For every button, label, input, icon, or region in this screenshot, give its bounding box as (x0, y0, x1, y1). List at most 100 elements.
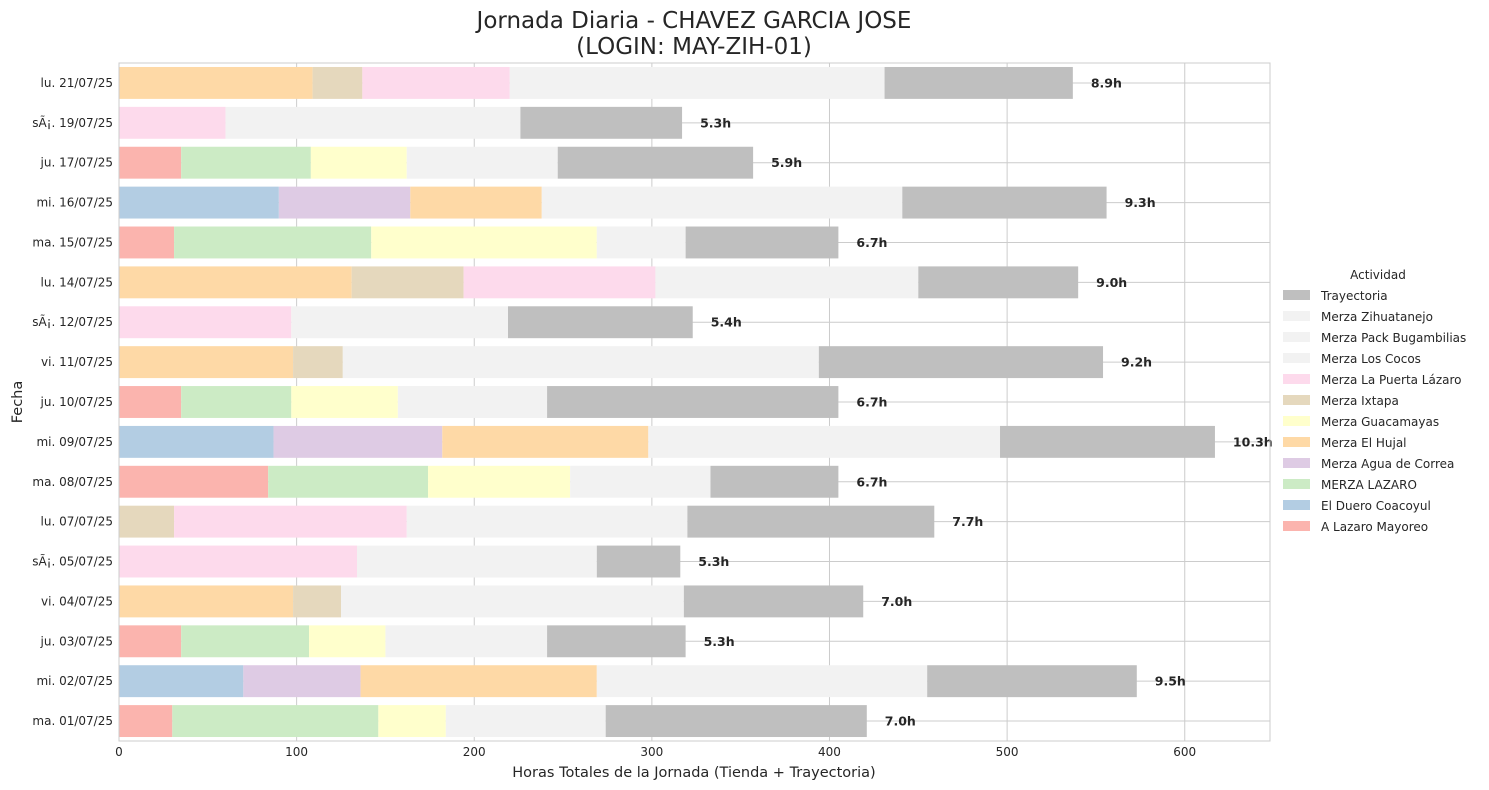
bar-segment (557, 146, 754, 179)
total-label: 6.7h (856, 235, 887, 250)
bar-segment (655, 266, 919, 299)
bar-segment (385, 625, 548, 658)
bar-segment (397, 386, 548, 418)
bar-segment (181, 146, 311, 179)
bar-segment (119, 545, 358, 578)
legend-swatch (1283, 353, 1310, 363)
bar-segment (119, 585, 294, 618)
total-label: 5.4h (711, 315, 742, 330)
bar-segment (463, 266, 656, 299)
total-label: 7.0h (885, 714, 916, 729)
total-label: 5.3h (704, 634, 735, 649)
y-tick-label: mi. 09/07/25 (36, 435, 113, 449)
bar-segment (547, 386, 839, 418)
legend-label: A Lazaro Mayoreo (1321, 520, 1428, 534)
bar-segment (378, 705, 446, 738)
total-label: 9.3h (1125, 195, 1156, 210)
total-label: 8.9h (1091, 75, 1122, 90)
y-tick-label: ma. 01/07/25 (32, 714, 113, 728)
y-tick-label: sÃ¡. 12/07/25 (32, 314, 113, 329)
bar-segment (174, 505, 407, 538)
bar-segment (927, 665, 1137, 698)
bar-segment (918, 266, 1079, 299)
bar-segment (596, 226, 686, 259)
bar-segment (351, 266, 464, 299)
bar-segment (1000, 425, 1215, 458)
x-axis-label: Horas Totales de la Jornada (Tienda + Tr… (512, 765, 875, 781)
bar-segment (596, 545, 681, 578)
total-label: 6.7h (856, 474, 887, 489)
bar-segment (309, 625, 386, 658)
bar-segment (119, 505, 175, 538)
legend-swatch (1283, 311, 1310, 321)
legend-label: Merza Ixtapa (1321, 394, 1399, 408)
bar-segment (293, 346, 343, 379)
y-tick-label: ju. 03/07/25 (40, 634, 113, 648)
y-tick-label: lu. 21/07/25 (41, 76, 113, 90)
y-axis-label: Fecha (10, 381, 26, 424)
bar-segment (119, 66, 313, 99)
plot-frame (118, 62, 1271, 742)
bar-segment (547, 625, 686, 658)
legend-label: Merza Pack Bugambilias (1321, 331, 1466, 345)
bar-segment (685, 226, 839, 259)
total-label: 5.9h (771, 155, 802, 170)
total-label: 10.3h (1233, 434, 1273, 449)
legend-swatch (1283, 458, 1310, 468)
bar-segment (181, 386, 292, 418)
bar-segment (362, 66, 510, 99)
legend-label: Merza Los Cocos (1321, 352, 1421, 366)
bar-segment (119, 665, 244, 698)
bar-segment (442, 425, 649, 458)
legend-swatch (1283, 290, 1310, 300)
legend-swatch (1283, 416, 1310, 426)
bar-segment (225, 106, 521, 139)
bar-segment (406, 505, 688, 538)
bar-segment (119, 386, 182, 418)
x-tick-label: 600 (1173, 745, 1196, 759)
bar-segment (445, 705, 606, 738)
bar-segment (710, 465, 839, 498)
legend-label: Merza El Hujal (1321, 436, 1407, 450)
bar-segment (119, 106, 226, 139)
bar-segment (341, 585, 684, 618)
bar-segment (172, 705, 379, 738)
chart-title: Jornada Diaria - CHAVEZ GARCIA JOSE (475, 8, 912, 34)
bar-segment (605, 705, 867, 738)
bar-segment (243, 665, 361, 698)
bar-segment (410, 186, 542, 219)
y-tick-label: mi. 16/07/25 (36, 196, 113, 210)
bar-segment (273, 425, 443, 458)
bar-segment (119, 266, 352, 299)
legend-swatch (1283, 437, 1310, 447)
y-tick-label: sÃ¡. 05/07/25 (32, 554, 113, 569)
legend-swatch (1283, 500, 1310, 510)
bar-segment (687, 505, 935, 538)
y-tick-label: vi. 04/07/25 (41, 594, 113, 608)
bar-segment (507, 306, 693, 339)
bar-segment (293, 585, 342, 618)
x-tick-label: 300 (640, 745, 663, 759)
legend-swatch (1283, 521, 1310, 531)
y-tick-label: lu. 14/07/25 (41, 275, 113, 289)
totals-layer: 7.0h 9.5h 5.3h 7.0h 5.3h 7.7h 6.7h 10.3h 6.7h 9.2… (698, 75, 1272, 728)
bar-segment (119, 705, 173, 738)
bar-segment (119, 146, 182, 179)
legend-label: Trayectoria (1320, 289, 1388, 303)
bar-segment (357, 545, 597, 578)
y-tick-label: ma. 15/07/25 (32, 235, 113, 249)
bar-segment (119, 186, 279, 219)
y-tick-label: lu. 07/07/25 (41, 515, 113, 529)
bar-segment (541, 186, 903, 219)
total-label: 9.5h (1155, 674, 1186, 689)
total-label: 5.3h (700, 115, 731, 130)
legend-label: Merza La Puerta Lázaro (1321, 373, 1462, 387)
bar-segment (181, 625, 310, 658)
total-label: 7.0h (881, 594, 912, 609)
x-tick-label: 400 (818, 745, 841, 759)
bar-segment (428, 465, 571, 498)
legend-label: Merza Zihuatanejo (1321, 310, 1433, 324)
bar-segment (119, 425, 274, 458)
